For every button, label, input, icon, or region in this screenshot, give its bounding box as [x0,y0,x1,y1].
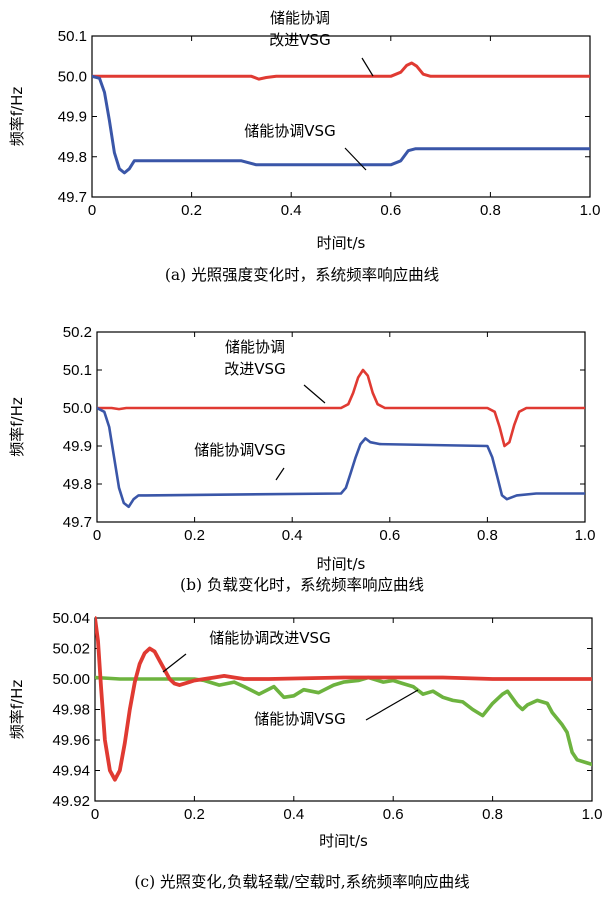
y-tick-label: 50.2 [63,324,92,341]
chart-panel-a: 0 0.2 0.4 0.6 0.8 1.0 49.7 49.8 49.9 50.0 50.1 频率f/… [8,9,600,284]
y-tick-label: 50.0 [63,400,92,417]
y-tick-label: 49.9 [63,438,92,455]
annotation-label: 改进VSG [224,360,285,378]
y-axis-label: 频率f/Hz [8,680,26,740]
series-line-improved-vsg [92,61,590,81]
x-tick-label: 1.0 [582,806,603,823]
y-tick-label: 50.1 [58,28,87,45]
x-tick-label: 0.2 [184,806,205,823]
annotation-label: 改进VSG [269,31,330,49]
x-tick-label: 0.4 [281,202,302,219]
series-line-improved-vsg [95,616,592,782]
series-line-vsg [92,74,590,175]
x-tick-label: 0.8 [480,202,501,219]
chart-panel-c: 0 0.2 0.4 0.6 0.8 1.0 49.92 49.94 49.96 49.98 50.0… [8,610,602,891]
y-tick-label: 49.9 [58,109,87,126]
series-line-vsg [97,406,585,509]
annotation-leader-line [361,57,374,77]
x-tick-label: 0.8 [477,527,498,544]
x-tick-label: 1.0 [580,202,601,219]
y-axis-label: 频率f/Hz [8,87,26,147]
x-tick-label: 0.2 [181,202,202,219]
x-tick-label: 0 [88,202,96,219]
chart-panel-b: 0 0.2 0.4 0.6 0.8 1.0 49.7 49.8 49.9 50.0 50.1 50.2… [8,324,595,594]
annotation-leader-line [275,467,285,481]
y-tick-label: 49.7 [58,189,87,206]
annotation-leader-line [365,689,419,721]
series-line-improved-vsg [97,368,585,448]
panel-caption: (b) 负载变化时，系统频率响应曲线 [180,575,424,594]
plot-frame [91,35,591,198]
x-tick-label: 1.0 [575,527,596,544]
annotation-label: 储能协调VSG [254,710,345,728]
annotation-label: 储能协调VSG [194,441,285,459]
annotation-label: 储能协调 [270,9,330,27]
panel-caption: (c) 光照变化,负载轻载/空载时,系统频率响应曲线 [134,872,469,891]
annotation-label: 储能协调VSG [244,122,335,140]
x-tick-label: 0.6 [383,806,404,823]
x-axis-label: 时间t/s [317,234,366,252]
x-tick-label: 0.6 [380,202,401,219]
y-tick-label: 50.1 [63,362,92,379]
annotation-leader-line [344,147,367,171]
y-tick-label: 49.7 [63,514,92,531]
y-tick-label: 49.94 [52,763,90,780]
x-axis-label: 时间t/s [317,555,366,573]
panel-caption: (a) 光照强度变化时，系统频率响应曲线 [165,265,439,284]
series-line-vsg [95,675,592,767]
annotation-label: 储能协调改进VSG [209,629,330,647]
annotation-leader-line [303,384,326,404]
x-tick-label: 0.4 [282,527,303,544]
y-tick-label: 49.98 [52,702,90,719]
annotation-leader-line [162,653,187,673]
x-tick-label: 0.6 [379,527,400,544]
y-tick-label: 50.0 [58,68,87,85]
x-tick-label: 0 [93,527,101,544]
y-axis-label: 频率f/Hz [8,397,26,457]
y-tick-label: 49.8 [63,476,92,493]
x-tick-label: 0.8 [482,806,503,823]
x-axis-label: 时间t/s [319,832,368,850]
plot-frame [96,331,586,523]
y-tick-label: 49.96 [52,732,90,749]
annotation-label: 储能协调 [225,338,285,356]
y-tick-label: 49.8 [58,149,87,166]
x-tick-label: 0 [91,806,99,823]
y-tick-label: 50.04 [52,610,90,627]
x-tick-label: 0.2 [184,527,205,544]
x-tick-label: 0.4 [283,806,304,823]
y-tick-label: 50.02 [52,641,90,658]
y-tick-label: 49.92 [52,793,90,810]
y-tick-label: 50.00 [52,671,90,688]
